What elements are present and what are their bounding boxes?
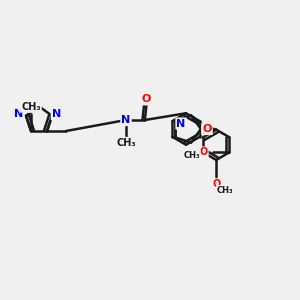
Text: O: O: [200, 147, 208, 158]
Text: O: O: [202, 124, 212, 134]
Text: CH₃: CH₃: [116, 138, 136, 148]
Text: N: N: [14, 109, 23, 119]
Text: CH₃: CH₃: [183, 151, 200, 160]
Text: CH₃: CH₃: [217, 186, 234, 195]
Text: O: O: [212, 179, 220, 189]
Text: N: N: [122, 115, 130, 125]
Text: CH₃: CH₃: [21, 102, 41, 112]
Text: O: O: [27, 101, 36, 111]
Text: O: O: [142, 94, 151, 104]
Text: N: N: [52, 109, 61, 119]
Text: N: N: [176, 118, 186, 129]
